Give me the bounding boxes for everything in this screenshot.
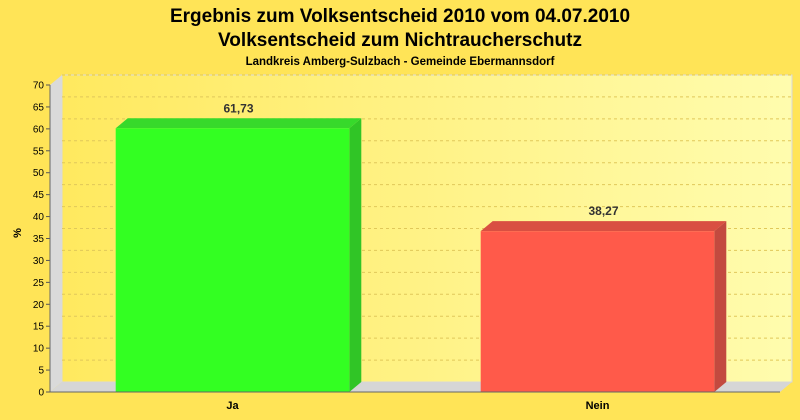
y-tick-label: 50 <box>33 168 45 179</box>
y-axis-label: % <box>12 228 24 238</box>
bar-nein: 38,27 <box>480 204 727 392</box>
y-tick-label: 10 <box>33 344 45 355</box>
bar-side <box>714 221 727 392</box>
x-tick-label: Ja <box>226 400 239 412</box>
bar-ja: 61,73 <box>115 101 362 393</box>
chart-title: Ergebnis zum Volksentscheid 2010 vom 04.… <box>170 6 630 27</box>
y-tick-label: 65 <box>33 102 45 113</box>
y-tick-label: 60 <box>33 124 45 135</box>
y-tick-label: 40 <box>33 212 45 223</box>
y-tick-label: 45 <box>33 190 45 201</box>
bar-value-label: 38,27 <box>588 204 618 218</box>
bar-side <box>349 118 362 392</box>
y-tick-label: 70 <box>33 81 45 92</box>
y-tick-label: 15 <box>33 322 45 333</box>
y-tick-label: 30 <box>33 256 45 267</box>
plot-left-wall <box>50 75 62 392</box>
y-tick-label: 20 <box>33 300 45 311</box>
chart-subtitle: Volksentscheid zum Nichtraucherschutz <box>218 30 582 51</box>
bars-group: 61,73 38,27 <box>115 101 727 393</box>
axes-group: 0 5 10 15 20 25 30 35 40 45 50 55 60 65 70 Ja Nein <box>33 81 780 412</box>
bar-front <box>115 128 350 393</box>
y-tick-label: 5 <box>38 366 44 377</box>
bar-top <box>480 221 727 232</box>
y-tick-label: 55 <box>33 146 45 157</box>
y-tick-label: 25 <box>33 278 45 289</box>
x-tick-label: Nein <box>586 400 610 412</box>
bar-value-label: 61,73 <box>223 101 253 115</box>
bar-front <box>480 231 715 392</box>
y-tick-label: 35 <box>33 234 45 245</box>
y-tick-label: 0 <box>38 388 44 399</box>
chart-subsubtitle: Landkreis Amberg-Sulzbach - Gemeinde Ebe… <box>246 56 555 68</box>
bar-top <box>115 118 362 129</box>
